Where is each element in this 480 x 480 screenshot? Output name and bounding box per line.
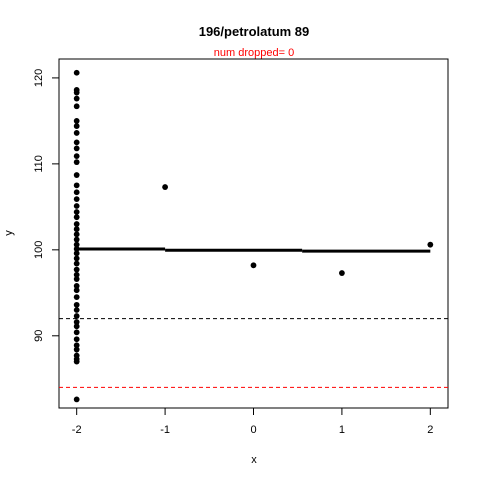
data-point <box>73 307 80 313</box>
data-point <box>73 294 80 301</box>
data-point <box>73 246 80 252</box>
data-point <box>73 352 80 359</box>
x-tick-label: 1 <box>339 424 345 436</box>
data-point <box>73 287 80 294</box>
data-point <box>73 189 80 196</box>
y-tick-label: 90 <box>33 330 45 342</box>
reference-lines <box>59 318 448 388</box>
data-point <box>73 266 80 273</box>
y-axis-label: y <box>3 230 15 236</box>
x-tick-label: -1 <box>160 424 170 436</box>
data-point <box>73 323 80 330</box>
data-point <box>73 95 80 102</box>
data-point <box>73 255 80 262</box>
y-tick-label: 110 <box>33 155 45 173</box>
data-point <box>162 184 168 190</box>
data-point <box>73 250 80 257</box>
data-point <box>73 159 80 166</box>
data-points <box>73 69 434 403</box>
data-point <box>73 209 80 215</box>
plot-frame <box>58 58 449 409</box>
y-tick-label: 100 <box>33 241 45 259</box>
data-point <box>73 283 80 289</box>
data-point <box>73 226 80 233</box>
data-point <box>73 145 80 152</box>
data-point <box>73 231 80 238</box>
data-point <box>73 87 80 93</box>
data-point <box>73 260 80 267</box>
data-point <box>73 153 80 160</box>
data-point <box>73 203 80 209</box>
data-point <box>73 130 80 136</box>
data-point <box>250 262 257 269</box>
x-tick-label: -2 <box>72 424 82 436</box>
data-point <box>73 336 80 343</box>
x-axis-label: x <box>251 454 257 466</box>
data-point <box>427 241 434 248</box>
data-point <box>73 276 80 282</box>
data-point <box>73 182 80 189</box>
data-point <box>73 396 80 403</box>
data-point <box>73 271 80 278</box>
data-point <box>73 172 80 178</box>
data-point <box>73 301 80 308</box>
x-axis: -2 -1 0 1 2 <box>72 407 433 436</box>
data-point <box>73 103 80 110</box>
data-point <box>73 196 80 203</box>
data-point <box>73 342 80 349</box>
data-point <box>73 123 80 129</box>
chart-subtitle: num dropped= 0 <box>214 47 294 59</box>
x-tick-label: 2 <box>427 424 433 436</box>
data-point <box>73 221 80 227</box>
y-axis: 90 100 110 120 <box>33 69 60 342</box>
chart-title: 196/petrolatum 89 <box>199 24 310 39</box>
data-point <box>73 69 80 76</box>
data-point <box>73 139 80 146</box>
data-point <box>339 270 345 276</box>
data-point <box>73 117 80 124</box>
data-point <box>73 319 80 325</box>
fit-line <box>76 247 431 253</box>
data-point <box>73 214 80 221</box>
data-point <box>73 236 80 243</box>
y-tick-label: 120 <box>33 69 45 87</box>
x-tick-label: 0 <box>250 424 256 436</box>
data-point <box>73 346 80 353</box>
data-point <box>73 313 80 319</box>
data-point <box>73 241 80 248</box>
data-point <box>73 329 80 336</box>
